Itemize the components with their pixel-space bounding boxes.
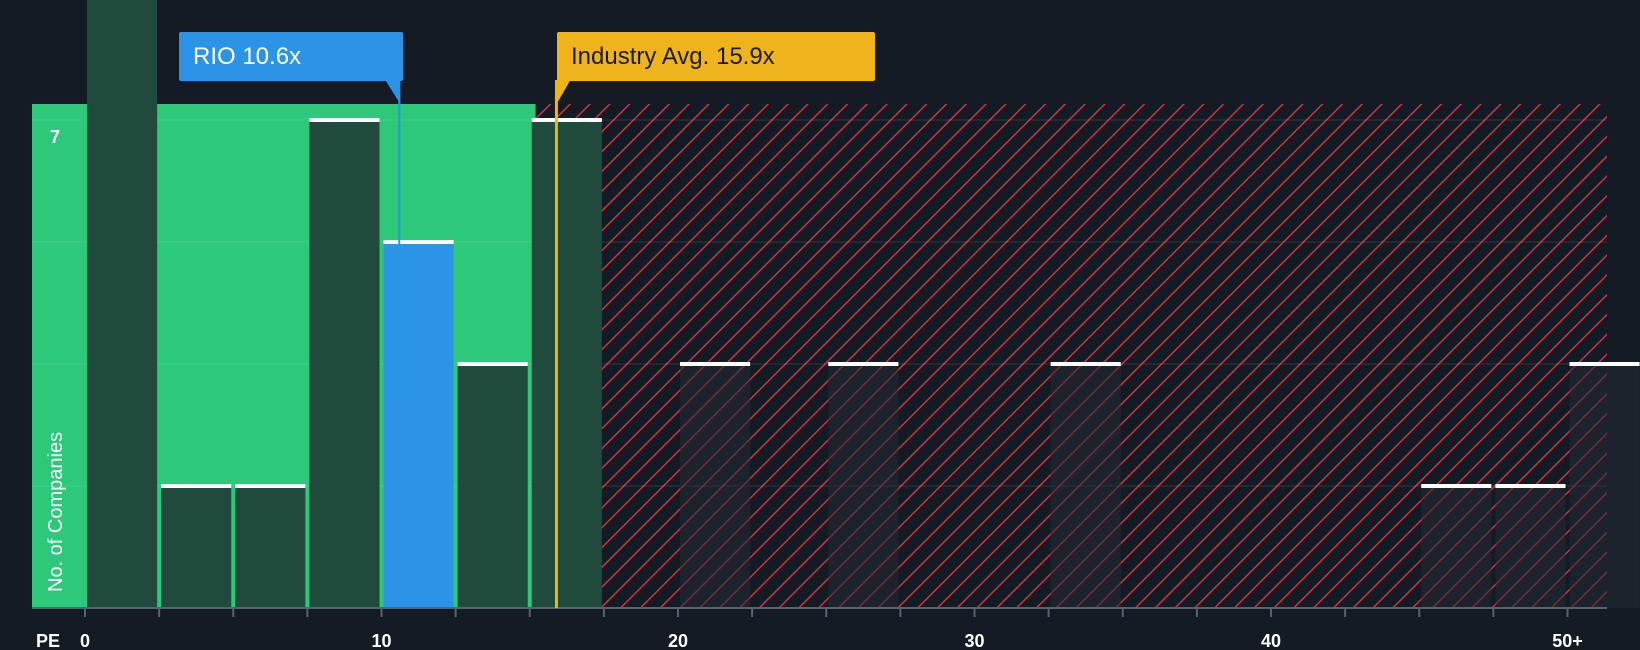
x-tick-label: 10 <box>371 631 391 650</box>
company-bar <box>383 242 454 608</box>
x-axis-label: PE <box>36 631 60 650</box>
histogram-bar <box>309 120 380 608</box>
y-axis-label: No. of Companies <box>45 432 67 592</box>
bar-cap <box>235 484 306 488</box>
bar-cap <box>1569 362 1640 366</box>
histogram-bar <box>235 486 306 608</box>
x-tick-label: 40 <box>1261 631 1281 650</box>
x-tick-label: 0 <box>80 631 90 650</box>
bar-cap <box>1050 362 1121 366</box>
histogram-bar <box>87 0 158 608</box>
x-tick-label: 20 <box>668 631 688 650</box>
histogram-bar <box>1421 486 1492 608</box>
histogram-bar <box>828 364 899 608</box>
bar-cap <box>828 362 899 366</box>
industry-avg-callout: Industry Avg. 15.9x <box>557 32 875 81</box>
bar-cap <box>1495 484 1566 488</box>
x-tick-label: 50+ <box>1552 631 1583 650</box>
industry-callout-pointer <box>555 80 571 106</box>
y-tick-label: 7 <box>50 127 60 147</box>
histogram-bar <box>1050 364 1121 608</box>
bar-cap <box>309 118 380 122</box>
histogram-bar <box>1569 364 1640 608</box>
bar-cap <box>457 362 528 366</box>
x-tick-label: 30 <box>964 631 984 650</box>
company-pe-callout: RIO 10.6x <box>179 32 403 81</box>
histogram-bar <box>457 364 528 608</box>
bar-cap <box>383 240 454 244</box>
histogram-bar <box>161 486 232 608</box>
bar-cap <box>680 362 751 366</box>
bar-cap <box>1421 484 1492 488</box>
histogram-bar <box>680 364 751 608</box>
histogram-bar <box>1495 486 1566 608</box>
bar-cap <box>161 484 232 488</box>
company-callout-pointer <box>385 80 401 104</box>
histogram-bar <box>531 120 602 608</box>
bar-cap <box>531 118 602 122</box>
